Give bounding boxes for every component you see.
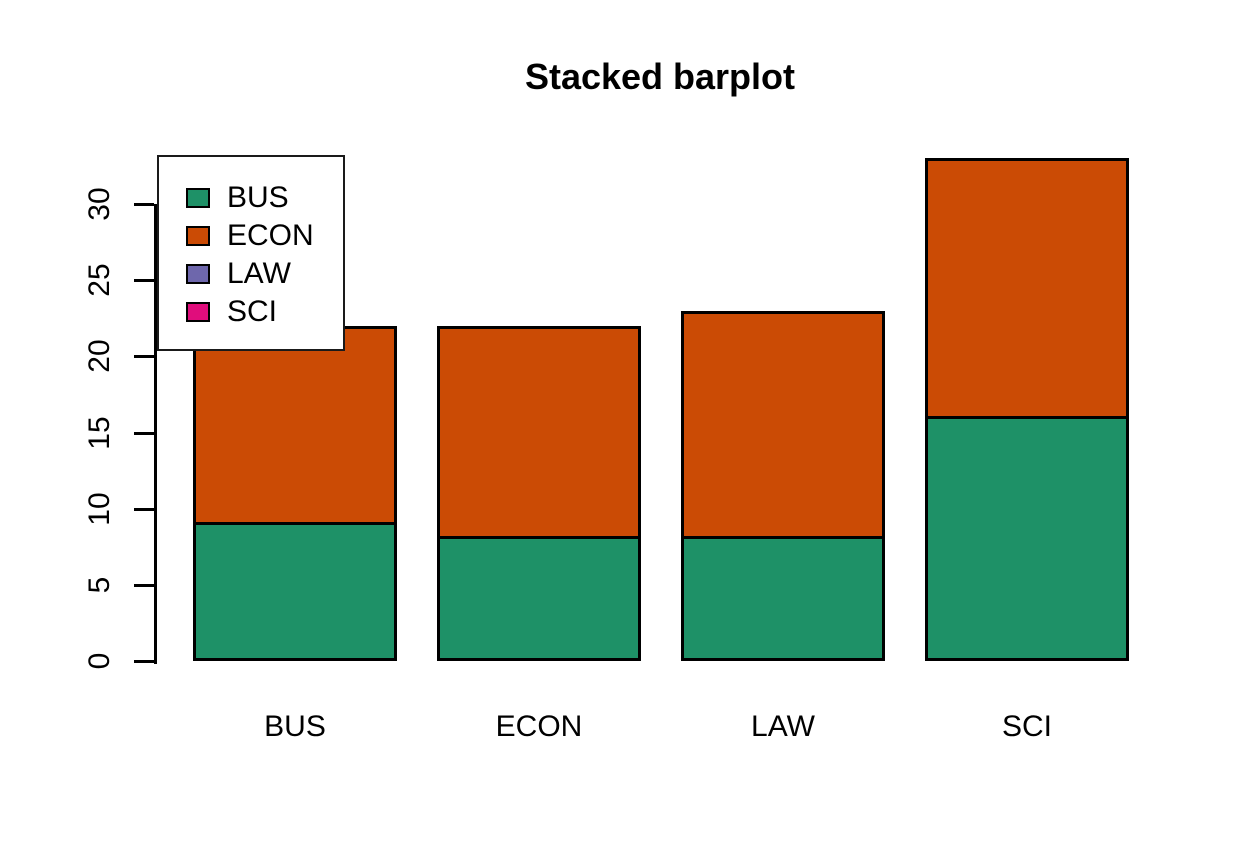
y-tick-label: 30 bbox=[83, 187, 116, 221]
bar-segment-bus-econ bbox=[196, 328, 394, 525]
y-tick-label: 5 bbox=[83, 576, 116, 594]
y-tick-mark bbox=[134, 203, 154, 207]
bar-segment-econ-econ bbox=[440, 328, 638, 540]
bar-segment-bus-bus bbox=[196, 524, 394, 658]
y-tick-label: 15 bbox=[83, 415, 116, 450]
y-tick-mark bbox=[134, 660, 154, 663]
x-tick-label-bus: BUS bbox=[264, 710, 326, 743]
legend-label-econ: ECON bbox=[227, 219, 314, 252]
legend-row-bus: BUS bbox=[186, 179, 343, 217]
bar-econ bbox=[437, 325, 641, 661]
bar-segment-law-econ bbox=[684, 313, 882, 540]
chart-title: Stacked barplot bbox=[524, 56, 796, 97]
y-tick-mark bbox=[134, 583, 154, 587]
bar-segment-econ-bus bbox=[440, 539, 638, 658]
legend-label-bus: BUS bbox=[227, 181, 289, 214]
x-tick-label-law: LAW bbox=[751, 710, 815, 743]
y-tick-label: 20 bbox=[83, 339, 116, 374]
x-tick-label-econ: ECON bbox=[495, 710, 583, 743]
bar-segment-sci-bus bbox=[928, 418, 1126, 658]
y-tick-mark bbox=[134, 279, 154, 283]
legend-swatch-bus-icon bbox=[186, 188, 210, 208]
y-tick-label: 0 bbox=[83, 652, 116, 670]
bar-law bbox=[681, 310, 885, 661]
bar-sci bbox=[925, 158, 1129, 661]
y-tick-label: 10 bbox=[83, 492, 116, 526]
y-tick-mark bbox=[134, 355, 154, 359]
bar-bus bbox=[193, 325, 397, 661]
legend-label-sci: SCI bbox=[227, 295, 278, 328]
legend-swatch-sci-icon bbox=[186, 302, 210, 322]
legend-row-econ: ECON bbox=[186, 217, 343, 255]
legend-row-sci: SCI bbox=[186, 293, 343, 331]
y-tick-mark bbox=[134, 431, 154, 435]
y-axis-line bbox=[154, 204, 157, 664]
y-tick-mark bbox=[134, 507, 154, 511]
legend-swatch-law-icon bbox=[186, 264, 210, 284]
x-tick-label-sci: SCI bbox=[1001, 710, 1053, 743]
legend-box: BUS ECON LAW SCI bbox=[157, 155, 345, 351]
legend-swatch-econ-icon bbox=[186, 226, 210, 246]
legend-label-law: LAW bbox=[227, 257, 291, 290]
bar-segment-sci-econ bbox=[928, 161, 1126, 419]
bar-segment-law-bus bbox=[684, 539, 882, 658]
y-tick-label: 25 bbox=[83, 263, 116, 297]
legend-row-law: LAW bbox=[186, 255, 343, 293]
